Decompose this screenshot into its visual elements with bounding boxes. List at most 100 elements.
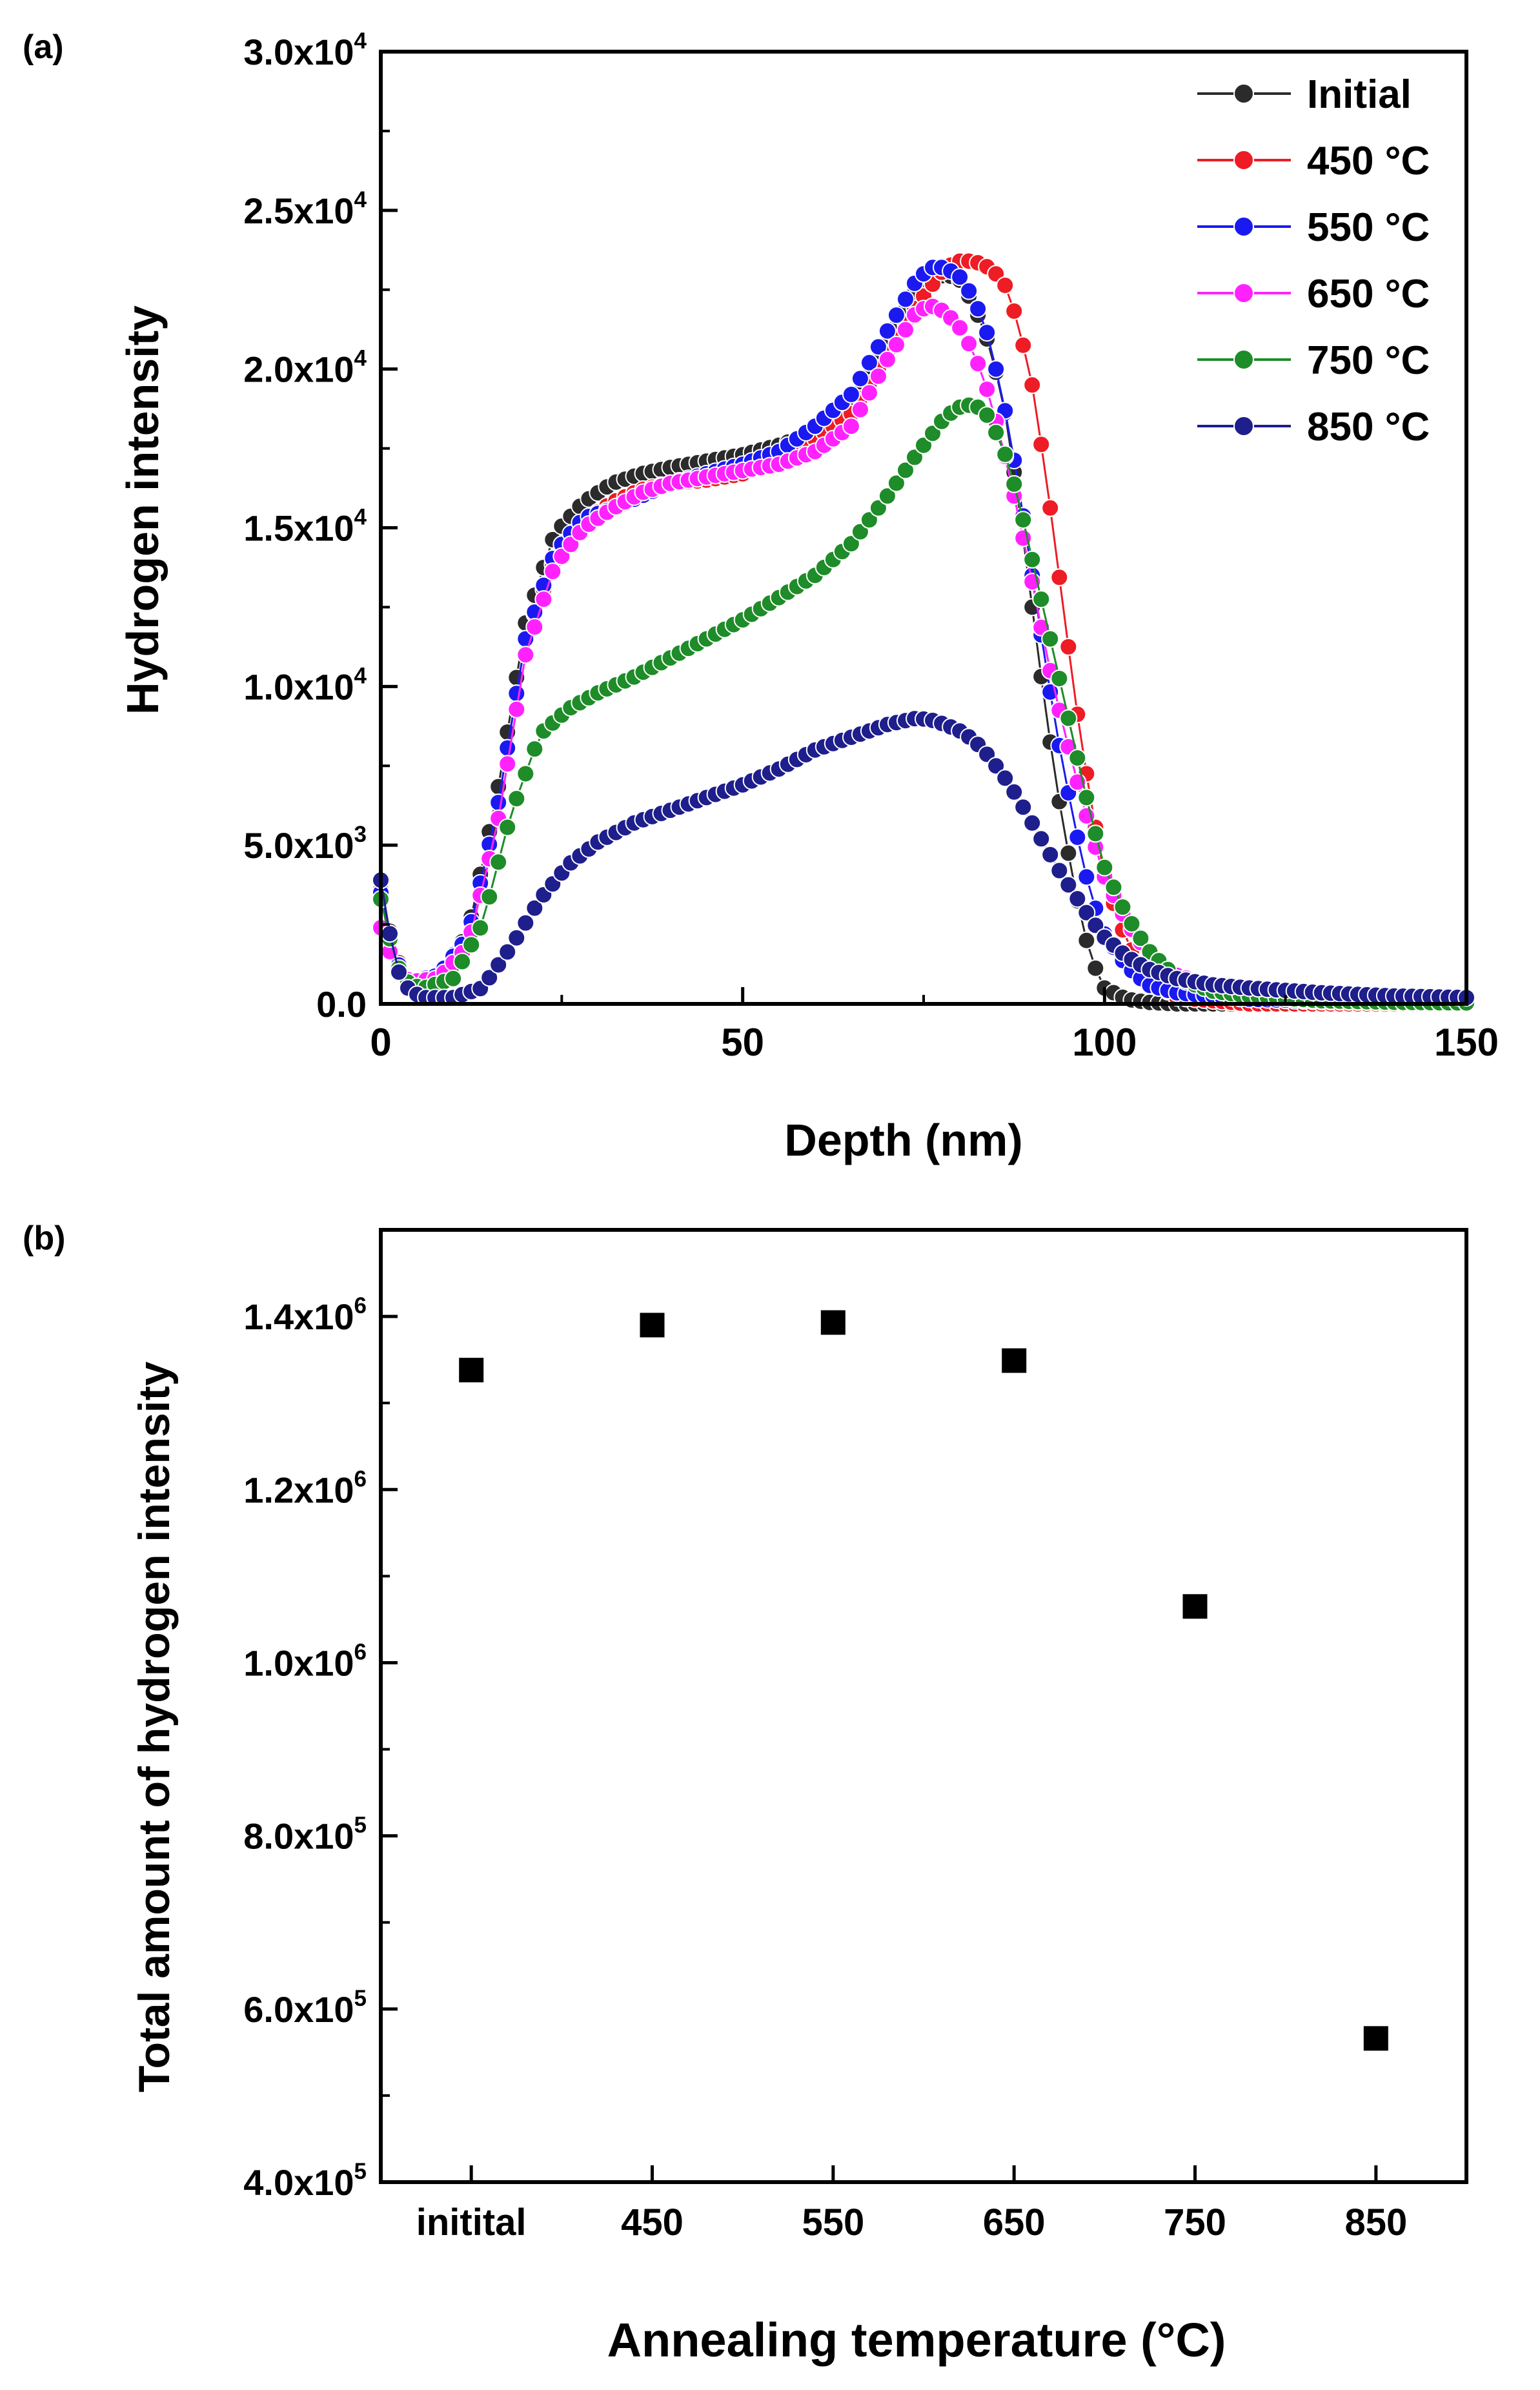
series-4-point — [525, 618, 544, 637]
series-1-point — [1077, 931, 1096, 950]
series-5-point — [897, 461, 915, 480]
series-5-point — [1041, 629, 1060, 648]
series-5-point — [498, 818, 517, 837]
panel-b-point-1 — [459, 1358, 484, 1383]
series-6-point — [1050, 861, 1069, 880]
series-5-point — [869, 498, 887, 517]
series-6-point — [996, 769, 1015, 788]
panel-b-y-tick-label-exponent: 5 — [354, 2159, 367, 2184]
panel-b-x-tick-label: 850 — [1344, 2201, 1407, 2243]
panel-b-y-tick-label-exponent: 5 — [354, 1813, 367, 1838]
panel-b-x-tick-label: 550 — [802, 2201, 864, 2243]
panel-a-y-tick-label: 3.0x104 — [243, 28, 367, 72]
series-6-point — [1086, 916, 1105, 935]
series-6 — [372, 710, 1475, 1007]
series-3-point — [869, 338, 887, 356]
panel-b-y-tick-label-mantissa: 1.4x10 — [243, 1296, 354, 1337]
series-3-point — [507, 684, 526, 703]
legend-label: 450 °C — [1307, 139, 1430, 183]
legend-marker — [1233, 416, 1254, 436]
series-4-point — [516, 646, 535, 664]
series-4-point — [860, 383, 878, 402]
series-5-point — [1086, 824, 1105, 843]
panel-b-y-tick-label-mantissa: 8.0x10 — [243, 1816, 354, 1857]
panel-a-y-tick-label-exponent: 3 — [354, 822, 367, 847]
series-2-point — [1023, 376, 1042, 394]
series-3-point — [897, 290, 915, 309]
series-6-point — [489, 955, 508, 974]
panel-a-x-tick-label: 150 — [1434, 1021, 1499, 1064]
legend-item-5: 750 °C — [1197, 338, 1430, 383]
panel-b-y-axis-label: Total amount of hydrogen intensity — [130, 1362, 179, 2092]
panel-a-y-tick-label: 0.0 — [316, 984, 367, 1025]
panel-b-y-tick-label-mantissa: 1.0x10 — [243, 1642, 354, 1683]
series-5-point — [887, 474, 906, 493]
series-5-point — [1005, 475, 1024, 493]
panel-b-y-tick-label-exponent: 6 — [354, 1639, 367, 1664]
legend-marker — [1233, 349, 1254, 370]
legend-marker — [1233, 216, 1254, 237]
legend-item-6: 850 °C — [1197, 405, 1430, 449]
panel-a-y-tick-label: 1.5x104 — [243, 505, 367, 549]
series-5-point — [1095, 858, 1114, 877]
series-5-point — [1050, 669, 1069, 688]
series-6-point — [1041, 845, 1060, 864]
series-5-point — [480, 888, 499, 906]
series-6-point — [507, 928, 526, 947]
series-3-point — [951, 268, 969, 287]
series-6-point — [516, 914, 535, 932]
series-3-point — [498, 739, 517, 757]
series-5-point — [516, 764, 535, 783]
panel-a: (a) 0 50 100 1500.05.0x1031.0x1041.5x1042.0… — [23, 28, 1499, 1165]
panel-b-x-tick-label: 450 — [621, 2201, 684, 2243]
series-5-point — [525, 740, 544, 759]
legend-label: 650 °C — [1307, 272, 1430, 316]
series-4-point — [562, 535, 580, 554]
series-4-point — [887, 335, 906, 354]
panel-a-y-tick-label-exponent: 4 — [354, 346, 367, 371]
panel-b-y-tick-label: 6.0x105 — [243, 1986, 367, 2030]
panel-a-y-tick-label-mantissa: 1.5x10 — [243, 508, 354, 549]
series-5-point — [878, 487, 897, 506]
panel-a-y-axis-label: Hydrogen intensity — [117, 305, 168, 715]
series-4-point — [552, 547, 571, 566]
panel-a-legend: Initial 450 °C 550 °C 650 °C 750 °C 850 °C — [1197, 72, 1430, 449]
series-5-point — [462, 935, 481, 954]
panel-b-y-tick-label: 1.2x106 — [243, 1466, 367, 1510]
series-3-point — [960, 281, 978, 300]
series-1-point — [1086, 959, 1105, 977]
panel-a-y-tick-label-exponent: 4 — [354, 505, 367, 530]
series-6-point — [480, 968, 499, 987]
panel-b-y-tick-label-exponent: 6 — [354, 1293, 367, 1318]
series-6-point — [390, 963, 408, 981]
panel-b-y-tick-label-mantissa: 4.0x10 — [243, 2162, 354, 2203]
series-2-point — [1059, 637, 1078, 656]
legend-item-3: 550 °C — [1197, 205, 1430, 250]
panel-b-axes-frame — [379, 1228, 1468, 2184]
panel-a-ticks: 0 50 100 1500.05.0x1031.0x1041.5x1042.0x104… — [243, 28, 1499, 1064]
series-4-point — [878, 350, 897, 369]
series-4-point — [978, 380, 997, 398]
series-4-point — [851, 400, 869, 419]
panel-b-y-tick-label: 4.0x105 — [243, 2159, 367, 2203]
series-3-point — [851, 369, 869, 388]
panel-b-point-5 — [1182, 1594, 1208, 1619]
series-3-point — [860, 353, 878, 372]
panel-b-y-tick-label-mantissa: 6.0x10 — [243, 1989, 354, 2030]
series-4-point — [869, 367, 887, 385]
legend-marker — [1233, 283, 1254, 303]
legend-label: 750 °C — [1307, 338, 1430, 383]
panel-b-x-tick-label: initital — [416, 2201, 527, 2243]
series-6-point — [1068, 890, 1087, 908]
series-5-point — [507, 790, 526, 808]
series-4-point — [951, 318, 969, 337]
panel-b-point-4 — [1002, 1348, 1027, 1373]
legend-label: Initial — [1307, 72, 1412, 117]
panel-b-point-3 — [820, 1310, 846, 1335]
panel-b-point-6 — [1363, 2026, 1388, 2051]
panel-b-y-tick-label: 1.0x106 — [243, 1639, 367, 1683]
legend-item-2: 450 °C — [1197, 139, 1430, 183]
panel-a-y-tick-label-exponent: 4 — [354, 663, 367, 688]
series-6-point — [1005, 782, 1024, 801]
